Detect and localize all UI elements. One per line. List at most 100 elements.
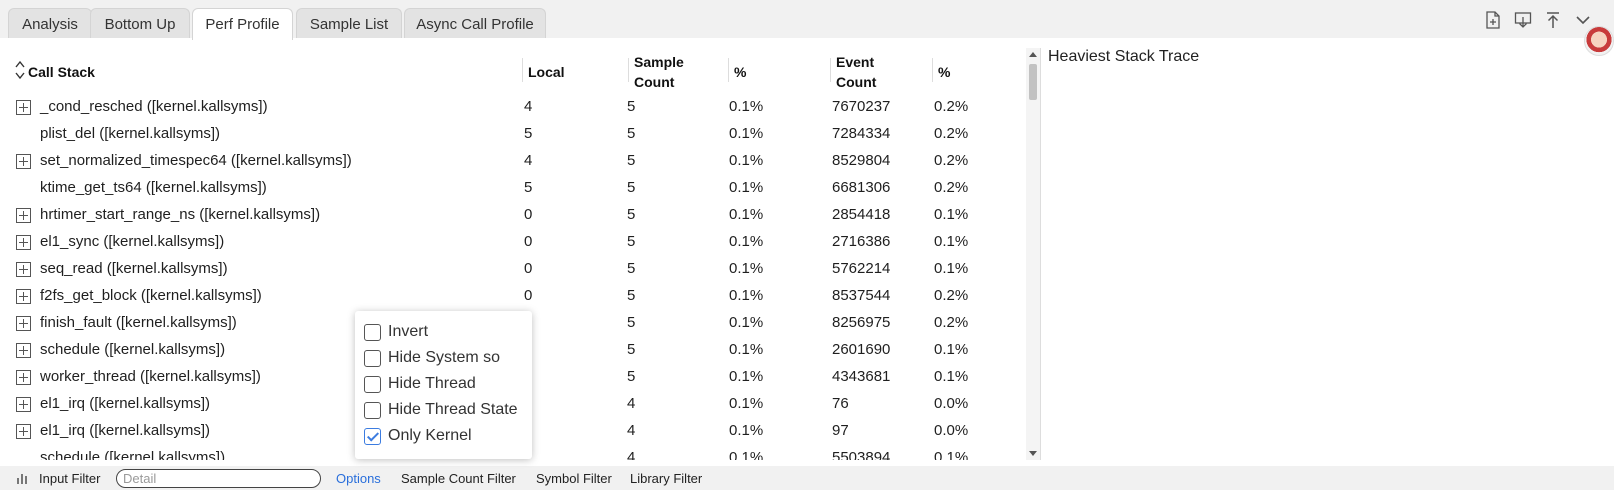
expand-icon[interactable]: [16, 100, 31, 115]
cell-call-stack: _cond_resched ([kernel.kallsyms]): [40, 98, 268, 115]
cell-event-percent: 0.2%: [934, 152, 969, 169]
cell-sample-count: 5: [627, 287, 636, 304]
cell-sample-count: 4: [627, 449, 636, 460]
chevron-down-icon[interactable]: [1572, 9, 1594, 31]
tab-sample-list[interactable]: Sample List: [296, 8, 402, 39]
table-row[interactable]: seq_read ([kernel.kallsyms]) 0 5 0.1% 576221…: [0, 256, 1010, 283]
expand-icon[interactable]: [16, 154, 31, 169]
cell-sample-count: 5: [627, 368, 636, 385]
cell-sample-count: 5: [627, 341, 636, 358]
sample-count-filter-button[interactable]: Sample Count Filter: [401, 471, 516, 486]
options-button[interactable]: Options: [336, 471, 381, 486]
export-file-icon[interactable]: [1482, 9, 1504, 31]
cell-sample-count: 5: [627, 98, 636, 115]
cell-call-stack: ktime_get_ts64 ([kernel.kallsyms]): [40, 179, 267, 196]
cell-event-count: 8529804: [832, 152, 891, 169]
option-label: Only Kernel: [388, 427, 472, 444]
header-event-count[interactable]: Event Count: [836, 54, 877, 90]
scroll-up-arrow[interactable]: [1029, 52, 1037, 57]
cell-sample-count: 5: [627, 314, 636, 331]
header-local[interactable]: Local: [528, 64, 565, 80]
cell-event-percent: 0.1%: [934, 206, 969, 223]
bar-chart-icon: [17, 474, 27, 484]
input-filter-label: Input Filter: [39, 471, 101, 486]
cell-event-percent: 0.2%: [934, 125, 969, 142]
cell-local: 5: [524, 125, 533, 142]
option-only-kernel-checkbox[interactable]: [364, 427, 381, 445]
detail-input[interactable]: [116, 469, 321, 488]
expand-icon[interactable]: [16, 424, 31, 439]
expand-icon[interactable]: [16, 343, 31, 358]
table-row[interactable]: hrtimer_start_range_ns ([kernel.kallsyms…: [0, 202, 1010, 229]
option-hide-thread-checkbox[interactable]: [364, 375, 381, 393]
expand-icon[interactable]: [16, 370, 31, 385]
option-label: Hide System so: [388, 349, 501, 366]
cell-event-count: 8537544: [832, 287, 891, 304]
sort-icon[interactable]: [14, 60, 26, 80]
table-row[interactable]: schedule ([kernel.kallsyms]) 4 0.1% 5503894…: [0, 445, 1010, 460]
table-row[interactable]: el1_irq ([kernel.kallsyms]) 4 0.1% 76 0.0%: [0, 391, 1010, 418]
table-row[interactable]: finish_fault ([kernel.kallsyms]) 5 0.1% 825…: [0, 310, 1010, 337]
tab-analysis[interactable]: Analysis: [8, 8, 92, 39]
cell-event-count: 2601690: [832, 341, 891, 358]
cell-event-count: 97: [832, 422, 849, 439]
move-top-icon[interactable]: [1542, 9, 1564, 31]
cell-local: 0: [524, 287, 533, 304]
cell-call-stack: schedule ([kernel.kallsyms]): [40, 341, 226, 358]
cell-event-count: 2854418: [832, 206, 891, 223]
expand-icon[interactable]: [16, 316, 31, 331]
table-row[interactable]: ktime_get_ts64 ([kernel.kallsyms]) 5 5 0.1%…: [0, 175, 1010, 202]
cell-event-percent: 0.1%: [934, 368, 969, 385]
heaviest-stack-trace-title: Heaviest Stack Trace: [1048, 48, 1200, 65]
expand-icon[interactable]: [16, 289, 31, 304]
cell-event-count: 4343681: [832, 368, 891, 385]
cell-event-percent: 0.2%: [934, 314, 969, 331]
cell-call-stack: worker_thread ([kernel.kallsyms]): [40, 368, 261, 385]
cell-sample-count: 5: [627, 260, 636, 277]
expand-icon[interactable]: [16, 208, 31, 223]
expand-icon[interactable]: [16, 397, 31, 412]
table-header: Call Stack Local Sample Count % Event Co…: [0, 38, 1010, 94]
cell-event-percent: 0.1%: [934, 233, 969, 250]
bottom-bar: Input Filter Options Sample Count Filter…: [0, 466, 1614, 490]
header-call-stack[interactable]: Call Stack: [28, 64, 95, 80]
download-icon[interactable]: [1512, 9, 1534, 31]
scrollbar-thumb[interactable]: [1029, 64, 1037, 100]
tab-perf-profile[interactable]: Perf Profile: [192, 8, 293, 40]
header-event-percent[interactable]: %: [938, 64, 951, 80]
cell-event-count: 76: [832, 395, 849, 412]
vertical-scrollbar[interactable]: [1026, 48, 1040, 460]
table-row[interactable]: worker_thread ([kernel.kallsyms]) 5 0.1% 43…: [0, 364, 1010, 391]
table-row[interactable]: f2fs_get_block ([kernel.kallsyms]) 0 5 0.1%…: [0, 283, 1010, 310]
library-filter-button[interactable]: Library Filter: [630, 471, 703, 486]
cell-event-percent: 0.1%: [934, 260, 969, 277]
cell-sample-percent: 0.1%: [729, 206, 764, 223]
tab-async-call-profile[interactable]: Async Call Profile: [404, 8, 546, 39]
table-row[interactable]: schedule ([kernel.kallsyms]) 5 0.1% 2601690…: [0, 337, 1010, 364]
table-row[interactable]: plist_del ([kernel.kallsyms]) 5 5 0.1% 72843…: [0, 121, 1010, 148]
table-row[interactable]: set_normalized_timespec64 ([kernel.kalls…: [0, 148, 1010, 175]
table-row[interactable]: el1_irq ([kernel.kallsyms]) 4 0.1% 97 0.0%: [0, 418, 1010, 445]
cell-sample-percent: 0.1%: [729, 287, 764, 304]
option-invert[interactable]: Invert: [364, 322, 428, 342]
table-row[interactable]: _cond_resched ([kernel.kallsyms]) 4 5 0.1% 7…: [0, 94, 1010, 121]
option-hide-system-so-checkbox[interactable]: [364, 349, 381, 367]
header-sample-percent[interactable]: %: [734, 64, 747, 80]
option-only-kernel[interactable]: Only Kernel: [364, 426, 472, 446]
header-sample-count[interactable]: Sample Count: [634, 54, 684, 90]
cell-sample-percent: 0.1%: [729, 314, 764, 331]
avatar[interactable]: [1584, 26, 1614, 56]
expand-icon[interactable]: [16, 235, 31, 250]
expand-icon[interactable]: [16, 262, 31, 277]
cell-sample-percent: 0.1%: [729, 341, 764, 358]
option-hide-thread-state-checkbox[interactable]: [364, 401, 381, 419]
cell-sample-count: 5: [627, 152, 636, 169]
scroll-down-arrow[interactable]: [1029, 451, 1037, 456]
option-invert-checkbox[interactable]: [364, 323, 381, 341]
option-hide-system-so[interactable]: Hide System so: [364, 348, 500, 368]
option-hide-thread-state[interactable]: Hide Thread State: [364, 400, 518, 420]
option-hide-thread[interactable]: Hide Thread: [364, 374, 476, 394]
symbol-filter-button[interactable]: Symbol Filter: [536, 471, 612, 486]
tab-bottom-up[interactable]: Bottom Up: [90, 8, 190, 39]
table-row[interactable]: el1_sync ([kernel.kallsyms]) 0 5 0.1% 271638…: [0, 229, 1010, 256]
